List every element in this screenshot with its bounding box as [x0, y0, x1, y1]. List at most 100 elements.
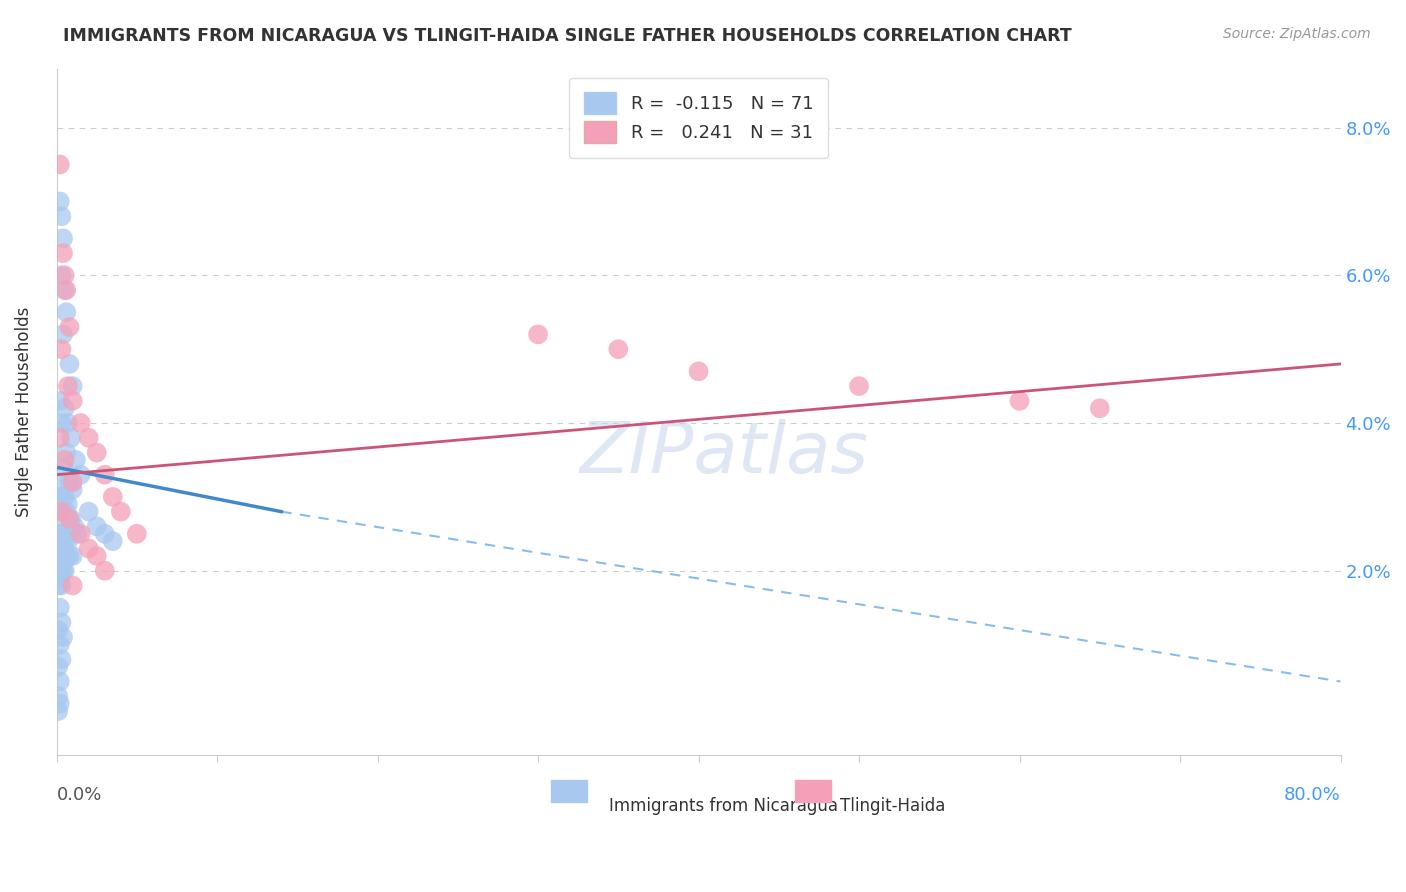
Point	[56, 534, 79, 549]
Point	[46, 623, 69, 637]
Point	[58, 512, 80, 526]
Point	[125, 526, 148, 541]
Point	[46, 549, 69, 563]
Point	[62, 483, 84, 497]
Point	[55, 283, 77, 297]
Point	[86, 445, 108, 459]
Point	[53, 534, 76, 549]
Point	[51, 578, 73, 592]
Point	[62, 549, 84, 563]
Point	[52, 327, 75, 342]
Point	[49, 564, 72, 578]
Point	[49, 475, 72, 489]
Point	[49, 431, 72, 445]
Point	[77, 541, 100, 556]
Point	[51, 209, 73, 223]
Point	[77, 431, 100, 445]
Text: Tlingit-Haida: Tlingit-Haida	[839, 797, 945, 814]
Point	[52, 505, 75, 519]
Point	[60, 431, 83, 445]
Point	[66, 526, 89, 541]
Point	[60, 512, 83, 526]
Point	[49, 519, 72, 533]
Point	[58, 357, 80, 371]
Point	[62, 475, 84, 489]
Point	[62, 578, 84, 592]
Point	[65, 453, 87, 467]
Point	[69, 467, 91, 482]
Point	[49, 638, 72, 652]
Point	[86, 519, 108, 533]
Point	[49, 534, 72, 549]
Bar	[794, 780, 831, 802]
Bar	[551, 780, 586, 802]
Point	[1088, 401, 1111, 416]
Point	[62, 393, 84, 408]
Text: Immigrants from Nicaragua: Immigrants from Nicaragua	[609, 797, 838, 814]
Point	[46, 557, 69, 571]
Point	[49, 557, 72, 571]
Point	[69, 416, 91, 430]
Point	[51, 268, 73, 283]
Point	[46, 490, 69, 504]
Point	[55, 549, 77, 563]
Text: 80.0%: 80.0%	[1284, 786, 1340, 805]
Point	[69, 526, 91, 541]
Point	[527, 327, 550, 342]
Point	[53, 453, 76, 467]
Text: 0.0%: 0.0%	[56, 786, 103, 805]
Point	[58, 549, 80, 563]
Point	[46, 526, 69, 541]
Text: Source: ZipAtlas.com: Source: ZipAtlas.com	[1223, 27, 1371, 41]
Point	[51, 490, 73, 504]
Point	[46, 564, 69, 578]
Point	[848, 379, 870, 393]
Point	[52, 630, 75, 644]
Point	[94, 564, 117, 578]
Point	[101, 534, 124, 549]
Point	[62, 379, 84, 393]
Point	[51, 526, 73, 541]
Point	[56, 497, 79, 511]
Point	[607, 342, 630, 356]
Point	[77, 505, 100, 519]
Point	[94, 526, 117, 541]
Point	[46, 704, 69, 718]
Point	[101, 490, 124, 504]
Point	[86, 549, 108, 563]
Point	[52, 231, 75, 245]
Point	[53, 564, 76, 578]
Point	[51, 557, 73, 571]
Point	[55, 305, 77, 319]
Point	[49, 600, 72, 615]
Point	[51, 541, 73, 556]
Point	[58, 320, 80, 334]
Point	[53, 268, 76, 283]
Point	[49, 194, 72, 209]
Point	[55, 505, 77, 519]
Point	[49, 571, 72, 585]
Point	[52, 460, 75, 475]
Point	[52, 246, 75, 260]
Point	[49, 393, 72, 408]
Point	[52, 557, 75, 571]
Point	[51, 416, 73, 430]
Point	[51, 505, 73, 519]
Point	[49, 157, 72, 171]
Point	[688, 364, 710, 378]
Point	[49, 697, 72, 711]
Point	[53, 283, 76, 297]
Point	[110, 505, 132, 519]
Legend: R =  -0.115   N = 71, R =   0.241   N = 31: R = -0.115 N = 71, R = 0.241 N = 31	[569, 78, 828, 158]
Point	[55, 445, 77, 459]
Point	[46, 659, 69, 673]
Point	[46, 571, 69, 585]
Point	[58, 475, 80, 489]
Text: ZIPatlas: ZIPatlas	[579, 418, 869, 488]
Point	[49, 549, 72, 563]
Point	[51, 615, 73, 630]
Point	[49, 674, 72, 689]
Text: IMMIGRANTS FROM NICARAGUA VS TLINGIT-HAIDA SINGLE FATHER HOUSEHOLDS CORRELATION : IMMIGRANTS FROM NICARAGUA VS TLINGIT-HAI…	[63, 27, 1071, 45]
Point	[51, 342, 73, 356]
Point	[52, 564, 75, 578]
